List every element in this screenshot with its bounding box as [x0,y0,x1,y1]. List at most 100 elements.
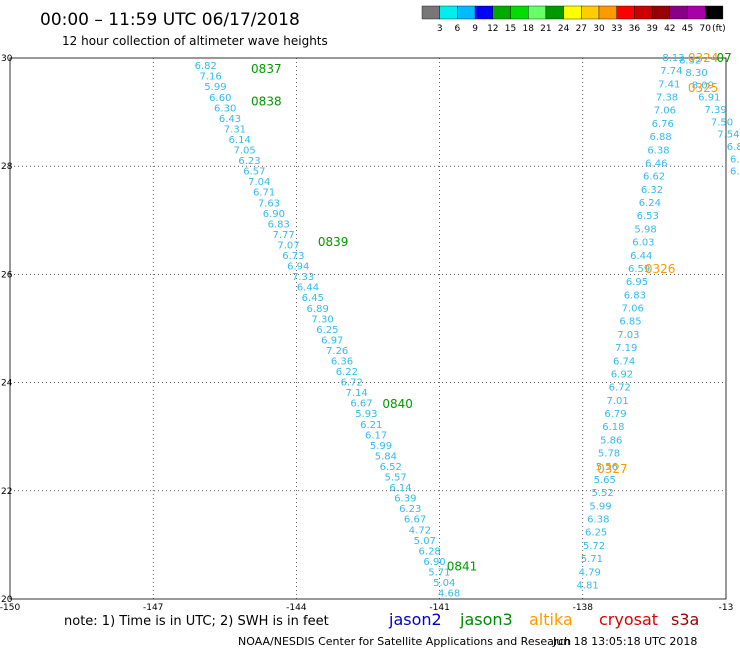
wave-height-point: 7.16 [199,72,221,83]
colorbar-label: 27 [576,24,587,34]
wave-height-point: 5.99 [370,441,392,452]
wave-height-point: 5.04 [433,578,455,589]
colorbar-label: 21 [540,24,551,34]
wave-height-point: 6.22 [336,367,358,378]
wave-height-point: 7.41 [658,79,680,90]
x-tick-label: -141 [429,603,449,613]
wave-height-point: 6.59 [628,264,650,275]
wave-height-point: 7.31 [224,124,246,135]
colorbar-unit: (ft) [712,24,726,34]
wave-height-point: 6.25 [585,528,607,539]
wave-height-point: 6.90 [263,209,285,220]
wave-height-point: 6.23 [238,156,260,167]
colorbar-swatch [457,5,476,20]
wave-height-point: 6.38 [647,145,669,156]
wave-height-point: 6.97 [321,335,343,346]
wave-height-point: 5.65 [594,475,616,486]
wave-height-point: 7.07 [277,240,299,251]
wave-height-point: 5.52 [591,488,613,499]
plot-frame [9,57,727,600]
satellite-legend: jason2 jason3 altika cryosat s3a [388,610,699,629]
y-tick-label: 22 [1,487,12,497]
colorbar-label: 15 [505,24,516,34]
colorbar-label: 30 [593,24,605,34]
legend-entry: s3a [671,610,699,629]
wave-height-point: 6.32 [641,185,663,196]
colorbar-swatch [439,5,458,20]
wave-height-point: 6.38 [587,515,609,526]
wave-height-point: 7.39 [705,105,727,116]
colorbar-label: 9 [472,24,478,34]
wave-height-point: 6.18 [602,422,624,433]
wave-height-point: 5.78 [598,449,620,460]
wave-height-point: 6.79 [604,409,626,420]
wave-height-point: 6.74 [613,356,635,367]
y-tick-label: 20 [1,595,13,605]
legend-entry: jason2 [388,610,442,629]
colorbar-swatch [634,5,653,20]
wave-height-point: 7.14 [346,388,368,399]
credit-line: NOAA/NESDIS Center for Satellite Applica… [238,635,571,648]
colorbar-swatch [563,5,582,20]
wave-height-point: 5.71 [581,554,603,565]
wave-height-point: 5.93 [355,409,377,420]
wave-height-point: 7.26 [326,346,348,357]
chart-title: 00:00 – 11:59 UTC 06/17/2018 [40,10,300,30]
wave-height-point: 6.72 [341,378,363,389]
colorbar-swatch [598,5,617,20]
wave-height-point: 5.99 [204,82,226,93]
colorbar-label: 6 [455,24,461,34]
wave-height-point: 6.73 [282,251,304,262]
colorbar-swatch [687,5,706,20]
wave-height-point: 4.79 [579,567,601,578]
colorbar-label: 70 [699,24,711,34]
wave-height-point: 8.09 [692,80,714,91]
wave-height-point: 7.38 [656,93,678,104]
colorbar-label: 36 [629,24,641,34]
wave-height-point: 6.03 [632,238,654,249]
time-label: 0839 [318,235,349,249]
colorbar-swatch [474,5,494,20]
colorbar-label: 45 [682,24,693,34]
x-tick-label: -147 [143,603,163,613]
y-axis-ticks: 20 22 24 26 28 30 [1,54,13,605]
wave-height-point: 7.33 [292,272,314,283]
wave-height-point: 7.06 [622,304,644,315]
chart-subtitle: 12 hour collection of altimeter wave hei… [62,34,328,48]
colorbar-swatch [421,5,440,20]
wave-height-point: 8.30 [685,68,707,79]
wave-height-point: 5.71 [428,567,450,578]
wave-height-point: 6.3 [730,154,740,165]
wave-height-point: 6.82 [195,61,217,72]
wave-height-point: 6.8 [727,142,740,153]
colorbar-swatch [581,5,600,20]
wave-height-point: 5.98 [634,224,656,235]
wave-height-point: 6.17 [365,430,387,441]
colorbar-label: 24 [558,24,570,34]
wave-height-point: 6.62 [643,172,665,183]
wave-height-point: 6.85 [619,317,641,328]
wave-height-point: 5.84 [375,451,397,462]
wave-height-point: 7.04 [248,177,270,188]
x-tick-label: -13 [719,603,734,613]
wave-height-point: 6.14 [229,135,251,146]
wave-height-point: 6.14 [389,483,411,494]
wave-height-point: 6.57 [243,167,265,178]
wave-height-point: 4.72 [409,525,431,536]
legend-entry: cryosat [599,610,658,629]
wave-height-point: 6.39 [394,494,416,505]
wave-height-point: 6.43 [219,114,241,125]
colorbar-label: 33 [611,24,622,34]
wave-height-point: 6.46 [645,158,667,169]
colorbar-label: 12 [487,24,498,34]
colorbar-swatch [545,5,564,20]
time-label: 0327 [597,462,628,476]
colorbar-label: 3 [437,24,443,34]
wave-height-point: 4.68 [438,589,460,600]
wave-height-point: 7.30 [311,314,333,325]
wave-height-point: 7.77 [272,230,294,241]
colorbar-label: 18 [522,24,534,34]
wave-height-point: 7.03 [617,330,639,341]
wave-height-point: 6.36 [331,357,353,368]
